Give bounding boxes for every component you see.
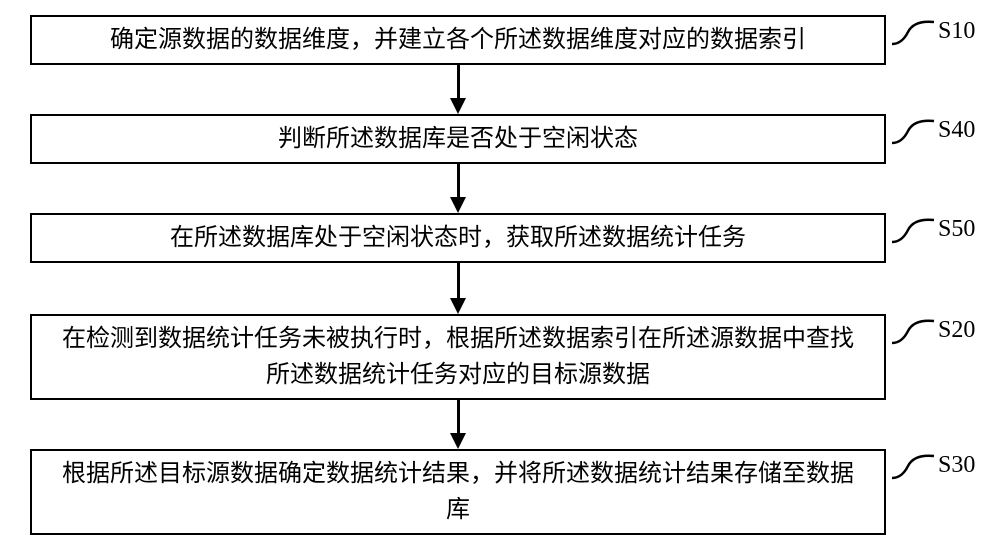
- s30-curve: [890, 452, 936, 482]
- arrow-4-head: [450, 433, 466, 449]
- s40-curve: [890, 117, 936, 147]
- step-s30-text: 根据所述目标源数据确定数据统计结果，并将所述数据统计结果存储至数据库: [52, 456, 864, 528]
- arrow-4-line: [457, 400, 460, 433]
- step-s20-box: 在检测到数据统计任务未被执行时，根据所述数据索引在所述源数据中查找所述数据统计任…: [30, 314, 886, 400]
- arrow-2-line: [457, 164, 460, 197]
- arrow-1-head: [450, 98, 466, 114]
- step-s30-box: 根据所述目标源数据确定数据统计结果，并将所述数据统计结果存储至数据库: [30, 449, 886, 535]
- step-s50-box: 在所述数据库处于空闲状态时，获取所述数据统计任务: [30, 213, 886, 263]
- step-s20-text: 在检测到数据统计任务未被执行时，根据所述数据索引在所述源数据中查找所述数据统计任…: [52, 321, 864, 393]
- step-s10-box: 确定源数据的数据维度，并建立各个所述数据维度对应的数据索引: [30, 15, 886, 65]
- step-s10-text: 确定源数据的数据维度，并建立各个所述数据维度对应的数据索引: [110, 22, 806, 58]
- arrow-3-head: [450, 298, 466, 314]
- s50-curve: [890, 216, 936, 246]
- step-s50-label: S50: [938, 216, 975, 243]
- step-s40-label: S40: [938, 117, 975, 144]
- step-s40-text: 判断所述数据库是否处于空闲状态: [278, 121, 638, 157]
- flowchart-canvas: 确定源数据的数据维度，并建立各个所述数据维度对应的数据索引 S10 判断所述数据…: [0, 0, 1000, 539]
- step-s40-box: 判断所述数据库是否处于空闲状态: [30, 114, 886, 164]
- arrow-3-line: [457, 263, 460, 298]
- step-s50-text: 在所述数据库处于空闲状态时，获取所述数据统计任务: [170, 220, 746, 256]
- step-s10-label: S10: [938, 18, 975, 45]
- s10-curve: [890, 18, 936, 48]
- arrow-1-line: [457, 65, 460, 98]
- step-s30-label: S30: [938, 452, 975, 479]
- arrow-2-head: [450, 197, 466, 213]
- step-s20-label: S20: [938, 317, 975, 344]
- s20-curve: [890, 317, 936, 347]
